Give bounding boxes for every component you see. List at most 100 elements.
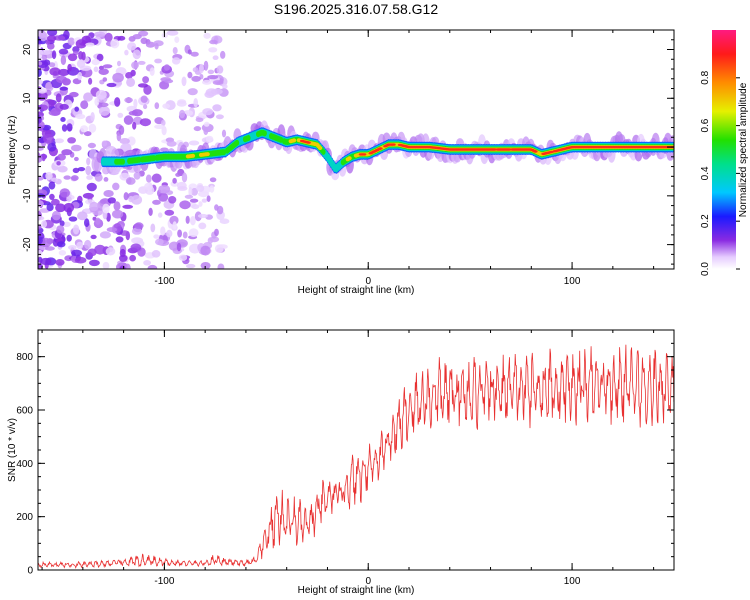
colorbar-gradient [712,30,736,269]
spectrogram-noise-blob [191,75,201,82]
spectrogram-noise-blob [45,171,53,181]
spectrogram-panel: -100 0 100 -20 -10 0 10 20 Height of str… [7,29,675,296]
spectrogram-noise-blob [125,72,133,79]
spectrogram-noise-blob [163,64,170,71]
colorbar-ticks [736,77,740,270]
spectrogram-noise-blob [85,165,92,176]
spectrogram-noise-blob [119,254,128,262]
spectrogram-noise-blob [209,185,215,193]
spectrogram-noise-blob [51,210,61,221]
spectrogram-noise-blob [184,194,194,199]
spectrogram-noise-blob [143,84,152,95]
spectrogram-noise-blob [215,114,224,120]
spectrogram-noise-blob [44,246,55,251]
spectrogram-noise-blob [125,177,136,185]
spectrogram-noise-blob [155,238,164,246]
spectrogram-ytick-label: 0 [22,144,33,150]
spectrogram-noise-blob [154,42,159,50]
spectrogram-noise-blob [63,175,71,180]
spectrogram-noise-blob [144,182,153,191]
spectrogram-noise-blob [181,172,188,183]
spectrogram-ytick-label: 20 [22,44,33,56]
spectrogram-noise-blob [191,204,200,210]
spectrogram-ridge-cell [507,148,512,151]
spectrogram-noise-blob [164,209,175,216]
spectrogram-ridge-cell [246,135,251,141]
spectrogram-noise-blob [189,198,199,203]
spectrogram-noise-blob [158,192,169,202]
spectrogram-ridge-cell [362,153,367,156]
spectrogram-ticks [38,29,674,269]
spectrogram-noise-blob [98,68,109,75]
spectrogram-noise-blob [188,140,200,146]
spectrogram-noise-blob [191,188,198,196]
spectrogram-noise-blob [200,262,211,269]
spectrogram-noise-blob [40,257,52,266]
spectrogram-noise-blob [60,117,66,122]
spectrogram-noise-blob [166,229,173,238]
spectrogram-noise-blob [193,126,202,132]
spectrogram-noise-blob [157,212,163,218]
snr-xtick-label: 0 [365,576,371,587]
spectrogram-noise-blob [214,228,219,237]
spectrogram-noise-blob [209,177,217,183]
spectrogram-noise-blob [162,103,171,109]
spectrogram-ridge-cell [378,147,383,150]
spectrogram-noise-blob [63,202,75,213]
spectrogram-noise-blob [67,63,72,72]
spectrogram-noise-blob [38,142,42,147]
spectrogram-noise-blob [67,37,75,46]
spectrogram-noise-blob [201,198,208,203]
spectrogram-noise-blob [137,83,149,88]
snr-ytick-label: 800 [16,352,33,363]
spectrogram-noise-blob [103,177,109,182]
spectrogram-noise-blob [129,254,137,262]
spectrogram-noise-blob [106,82,117,88]
spectrogram-noise-blob [93,31,106,37]
spectrogram-noise-blob [182,231,188,239]
spectrogram-noise-blob [209,39,218,45]
spectrogram-noise-blob [72,167,80,174]
spectrogram-noise-blob [217,263,225,269]
spectrogram-noise-blob [205,135,214,143]
spectrogram-noise-blob [158,184,171,194]
spectrogram-noise-blob [172,57,181,65]
spectrogram-noise-blob [90,112,95,122]
spectrogram-noise-blob [72,46,80,53]
spectrogram-noise-blob [55,93,62,103]
spectrogram-noise-blob [123,192,129,201]
spectrogram-noise-blob [110,39,120,49]
spectrogram-noise-blob [175,172,181,177]
spectrogram-noise-blob [197,213,208,219]
spectrogram-noise-blob [88,259,100,267]
spectrogram-noise-blob [208,47,218,53]
spectrogram-noise-blob [119,138,130,145]
spectrogram-noise-blob [185,215,190,224]
spectrogram-noise-blob [131,195,143,205]
spectrogram-noise-blob [58,250,67,256]
spectrogram-noise-blob [207,237,213,245]
spectrogram-noise-blob [181,76,187,87]
snr-xtick-label: -100 [154,576,174,587]
spectrogram-noise-blob [216,65,224,74]
spectrogram-noise-blob [70,144,82,152]
spectrogram-noise-blob [77,71,83,81]
spectrogram-noise-blob [198,222,207,230]
spectrogram-noise-blob [133,98,138,109]
spectrogram-noise-blob [51,198,60,206]
spectrogram-noise-blob [153,234,160,239]
spectrogram-noise-blob [57,153,66,161]
spectrogram-noise-blob [102,64,113,69]
spectrogram-noise-blob [69,91,79,98]
spectrogram-noise-blob [179,109,186,119]
spectrogram-noise-blob [222,84,228,89]
spectrogram-noise-blob [214,244,224,253]
spectrogram-noise-blob [134,222,144,230]
spectrogram-xtick-label: 0 [365,276,371,287]
spectrogram-noise-blob [145,41,156,48]
spectrogram-noise-blob [95,89,107,100]
spectrogram-noise-blob [130,243,142,252]
spectrogram-noise-blob [190,216,196,226]
spectrogram-noise-blob [174,36,180,43]
snr-ytick-label: 200 [16,512,33,523]
